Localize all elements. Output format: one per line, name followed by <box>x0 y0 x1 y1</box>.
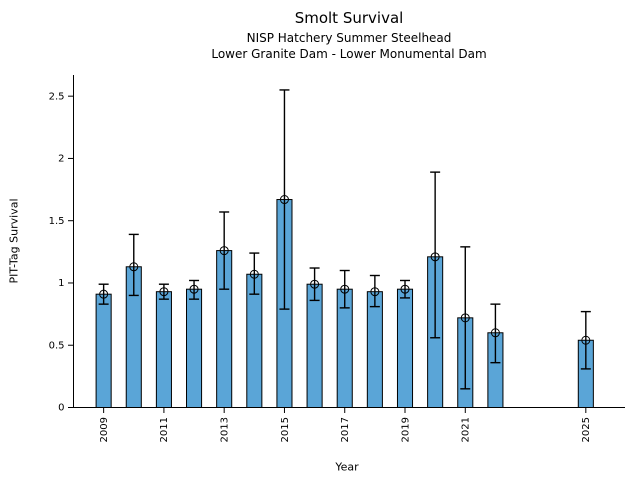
point-marker-2010 <box>129 262 139 272</box>
bar-group-2022 <box>487 303 504 408</box>
chart-title: Smolt Survival <box>294 9 404 27</box>
x-tick-label-2013: 2013 <box>219 417 230 442</box>
point-marker-2017 <box>340 284 350 294</box>
point-marker-2012 <box>189 284 199 294</box>
x-tick-label-2009: 2009 <box>99 417 110 442</box>
bar-group-2009 <box>95 283 112 408</box>
bar-group-2018 <box>366 274 383 408</box>
y-tick-label-2.5: 2.5 <box>49 91 65 102</box>
y-tick-label-1.5: 1.5 <box>49 216 65 227</box>
point-marker-2018 <box>370 287 380 297</box>
bar-group-2020 <box>427 171 444 408</box>
chart-subtitle-population: NISP Hatchery Summer Steelhead <box>246 31 452 45</box>
bar-group-2016 <box>306 267 323 408</box>
point-marker-2022 <box>490 328 500 338</box>
bar-group-2015 <box>276 89 293 408</box>
bar-2018 <box>366 291 383 408</box>
point-marker-2021 <box>460 313 470 323</box>
bar-group-2014 <box>246 252 263 408</box>
y-tick-label-1: 1 <box>58 278 64 289</box>
y-axis-label: PIT-Tag Survival <box>7 198 21 284</box>
bar-group-2017 <box>336 269 353 408</box>
bar-group-2019 <box>396 279 414 408</box>
point-marker-2019 <box>400 284 410 294</box>
bar-group-2013 <box>216 211 233 408</box>
bar-2011 <box>155 291 172 408</box>
bar-2009 <box>95 293 112 408</box>
x-tick-label-2019: 2019 <box>400 417 411 442</box>
y-tick-label-0.5: 0.5 <box>49 340 65 351</box>
x-tick-label-2025: 2025 <box>581 417 592 442</box>
bar-2019 <box>396 288 414 408</box>
bar-group-2021 <box>457 246 474 408</box>
bar-group-2025 <box>577 310 594 408</box>
x-tick-label-2011: 2011 <box>159 417 170 442</box>
point-marker-2015 <box>279 195 289 205</box>
chart-subtitle-reach: Lower Granite Dam - Lower Monumental Dam <box>211 47 487 61</box>
point-marker-2013 <box>219 246 229 256</box>
bar-group-2012 <box>186 279 203 408</box>
y-tick-label-2: 2 <box>58 154 64 165</box>
point-marker-2020 <box>430 252 440 262</box>
bar-2012 <box>186 288 203 408</box>
point-marker-2014 <box>249 269 259 279</box>
x-axis-label: Year <box>335 460 359 474</box>
y-tick-label-0: 0 <box>58 403 64 414</box>
bar-group-2010 <box>125 233 142 408</box>
point-marker-2011 <box>159 287 169 297</box>
point-marker-2016 <box>310 279 320 289</box>
x-tick-label-2021: 2021 <box>461 417 472 442</box>
bar-group-2011 <box>155 283 172 408</box>
bar-2016 <box>306 283 323 408</box>
point-marker-2025 <box>581 335 591 345</box>
x-tick-label-2017: 2017 <box>340 417 351 442</box>
x-tick-label-2015: 2015 <box>280 417 291 442</box>
point-marker-2009 <box>99 289 109 299</box>
